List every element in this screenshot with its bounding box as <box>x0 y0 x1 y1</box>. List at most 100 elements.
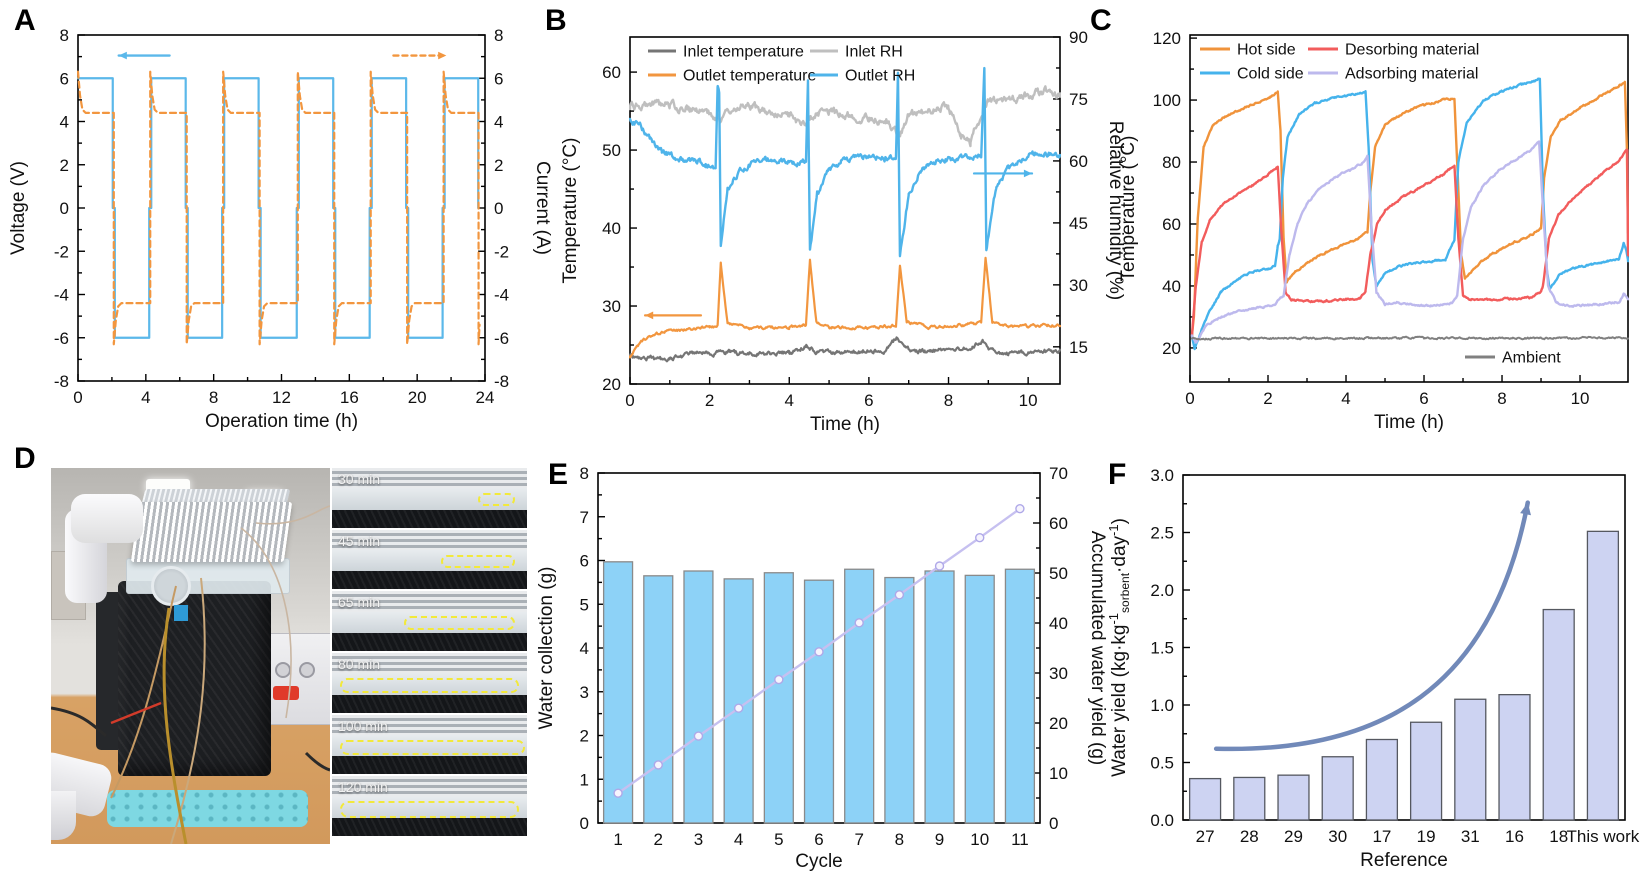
bar <box>884 576 915 824</box>
svg-text:6: 6 <box>814 830 823 849</box>
bar <box>643 575 674 824</box>
svg-text:27: 27 <box>1196 827 1215 846</box>
svg-text:5: 5 <box>580 595 589 614</box>
svg-text:20: 20 <box>602 375 621 394</box>
svg-text:60: 60 <box>602 63 621 82</box>
legend-label: Cold side <box>1237 66 1304 83</box>
bar <box>602 561 634 824</box>
legend-label: Hot side <box>1237 42 1296 59</box>
svg-text:This work: This work <box>1567 827 1640 846</box>
svg-text:2: 2 <box>705 391 714 410</box>
svg-text:31: 31 <box>1461 827 1480 846</box>
svg-text:2.5: 2.5 <box>1150 524 1174 543</box>
svg-text:40: 40 <box>1049 614 1068 633</box>
svg-text:-4: -4 <box>54 286 69 305</box>
svg-text:0: 0 <box>625 391 634 410</box>
svg-text:-8: -8 <box>494 372 509 391</box>
axes: 1 2 3 4 5 6 7 8 9 10 11 0 1 2 3 4 5 6 7 8 0 10 20 30 40 50 60 70 Cyc… <box>536 464 1108 872</box>
series-inlet-temperature <box>629 336 1061 363</box>
svg-text:29: 29 <box>1284 827 1303 846</box>
condenser-fins <box>332 714 527 735</box>
condensation-time-series: 30 min 45 min 65 min 80 min <box>332 468 527 837</box>
series-outlet-rh <box>629 66 1061 258</box>
series-hot-side <box>1190 80 1629 337</box>
svg-text:20: 20 <box>1049 714 1068 733</box>
panel-e: E 1 2 3 4 5 6 7 8 9 10 11 0 1 2 3 4 5 6 7 8 0 10 20 30 40 50 60 70 C… <box>530 440 1108 878</box>
series-accumulated-water-yield <box>613 503 1025 798</box>
condensation-inset: 30 min <box>332 468 527 528</box>
svg-text:90: 90 <box>1069 28 1088 47</box>
svg-text:15: 15 <box>1069 338 1088 357</box>
svg-text:60: 60 <box>1069 152 1088 171</box>
water-outline <box>339 739 526 756</box>
svg-text:4: 4 <box>580 639 589 658</box>
svg-text:0: 0 <box>73 388 82 407</box>
svg-text:Time (h): Time (h) <box>1374 412 1444 433</box>
inlet-outlet-temp-rh-chart: 0 2 4 6 8 10 20 30 40 50 60 15 30 45 60 75 90 Time (h) Tem… <box>560 28 1126 435</box>
svg-text:0: 0 <box>1185 389 1194 408</box>
svg-text:1.0: 1.0 <box>1150 696 1174 715</box>
svg-text:0.0: 0.0 <box>1150 811 1174 830</box>
svg-text:50: 50 <box>602 141 621 160</box>
svg-text:0.5: 0.5 <box>1150 754 1174 773</box>
svg-text:30: 30 <box>1069 276 1088 295</box>
svg-text:6: 6 <box>60 69 69 88</box>
svg-text:-2: -2 <box>494 242 509 261</box>
legend-label: Outlet temperature <box>683 68 817 85</box>
svg-text:16: 16 <box>340 388 359 407</box>
svg-text:12: 12 <box>272 388 291 407</box>
svg-text:60: 60 <box>1049 514 1068 533</box>
bar <box>844 568 875 824</box>
svg-text:8: 8 <box>209 388 218 407</box>
water-outline <box>339 801 520 818</box>
foam-insulation <box>332 509 527 528</box>
svg-text:Operation time (h): Operation time (h) <box>205 411 358 432</box>
svg-text:8: 8 <box>1497 389 1506 408</box>
svg-text:3.0: 3.0 <box>1150 466 1174 485</box>
condensation-inset: 80 min <box>332 653 527 713</box>
inset-time-label: 80 min <box>338 656 381 673</box>
svg-text:-4: -4 <box>494 286 509 305</box>
voltage-current-chart: 0 4 8 12 16 20 24-8-6-4-202468-8-6-4-202468Ope… <box>8 26 553 432</box>
svg-text:Current (A): Current (A) <box>532 161 553 255</box>
svg-text:4: 4 <box>60 113 69 132</box>
svg-text:16: 16 <box>1505 827 1524 846</box>
svg-text:3: 3 <box>694 830 703 849</box>
svg-text:8: 8 <box>580 464 589 483</box>
water-collection-chart: 1 2 3 4 5 6 7 8 9 10 11 0 1 2 3 4 5 6 7 8 0 10 20 30 40 50 60 70 Cyc… <box>536 464 1108 872</box>
water-outline <box>404 616 516 631</box>
svg-text:4: 4 <box>734 830 743 849</box>
svg-text:17: 17 <box>1372 827 1391 846</box>
svg-text:30: 30 <box>1328 827 1347 846</box>
legend-label: Desorbing material <box>1345 42 1479 59</box>
svg-text:6: 6 <box>494 69 503 88</box>
condensation-inset: 120 min <box>332 776 527 837</box>
svg-text:2: 2 <box>580 727 589 746</box>
bar <box>1454 698 1487 821</box>
bar <box>683 570 714 824</box>
svg-text:1: 1 <box>580 770 589 789</box>
foam-insulation <box>332 571 527 590</box>
inset-time-label: 100 min <box>338 717 388 734</box>
svg-text:40: 40 <box>1162 277 1181 296</box>
svg-text:8: 8 <box>895 830 904 849</box>
condensation-inset: 45 min <box>332 529 527 590</box>
svg-text:50: 50 <box>1049 564 1068 583</box>
svg-text:10: 10 <box>1049 764 1068 783</box>
svg-text:10: 10 <box>1019 391 1038 410</box>
svg-text:7: 7 <box>580 508 589 527</box>
svg-text:8: 8 <box>494 26 503 45</box>
panel-b: B 0 2 4 6 8 10 20 30 40 50 60 15 30 45 60 75 90 Time (h) T… <box>530 0 1126 435</box>
svg-text:4: 4 <box>494 113 503 132</box>
water-outline <box>441 554 516 569</box>
condenser-fins <box>332 529 527 550</box>
condenser-fins <box>332 591 527 612</box>
svg-text:Temperature (°C): Temperature (°C) <box>1118 136 1139 282</box>
legend-label: Inlet RH <box>845 44 903 61</box>
svg-text:Voltage (V): Voltage (V) <box>8 161 29 255</box>
svg-text:4: 4 <box>785 391 794 410</box>
svg-text:80: 80 <box>1162 153 1181 172</box>
annotation-arrow <box>392 51 448 60</box>
panel-label-b: B <box>545 4 567 37</box>
